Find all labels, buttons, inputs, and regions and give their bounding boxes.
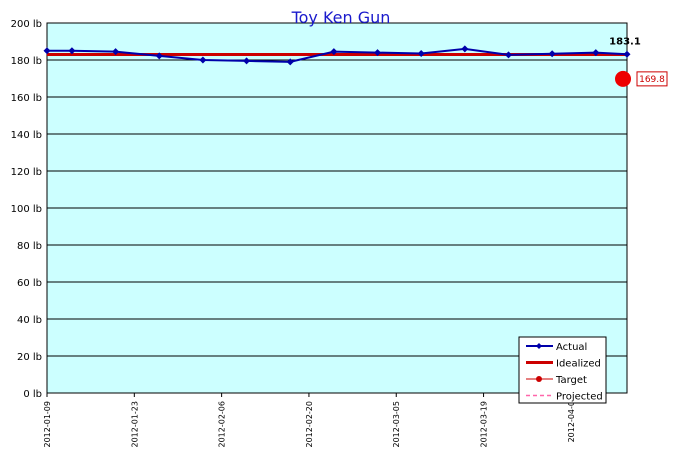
y-tick-label: 60 lb — [17, 278, 42, 289]
legend-label-actual: Actual — [556, 342, 587, 353]
current-weight-label: 183.1 — [609, 36, 641, 47]
actual-point — [374, 49, 382, 57]
y-tick-label: 160 lb — [11, 93, 42, 104]
actual-point — [43, 47, 51, 55]
legend-label-idealized: Idealized — [556, 359, 601, 370]
actual-point — [286, 58, 294, 66]
actual-point — [243, 57, 251, 65]
x-tick-label: 2012-02-06 — [218, 401, 227, 448]
target-value-box — [636, 71, 668, 87]
actual-point — [330, 48, 338, 56]
actual-point — [68, 47, 76, 55]
x-axis-ticks: 2012-01-09 2012-01-23 2012-02-06 2012-02-20… — [43, 393, 576, 448]
y-axis-ticks: 0 lb 20 lb 40 lb 60 lb 80 lb 100 lb 120 lb 140 … — [11, 19, 42, 400]
actual-point — [112, 48, 120, 56]
x-tick-label: 2012-03-05 — [392, 401, 401, 448]
target-point — [615, 70, 631, 87]
actual-point — [548, 50, 556, 58]
target-value-label: 169.8 — [639, 75, 665, 85]
y-tick-label: 20 lb — [17, 352, 42, 363]
actual-point — [505, 51, 513, 59]
y-tick-label: 140 lb — [11, 130, 42, 141]
legend-target-marker — [536, 376, 542, 382]
y-tick-label: 40 lb — [17, 315, 42, 326]
legend-box — [518, 336, 607, 404]
plot-frame — [46, 22, 628, 394]
actual-point — [417, 50, 425, 58]
legend: Actual Idealized Target Projected — [518, 336, 607, 404]
y-tick-label: 200 lb — [11, 19, 42, 30]
y-tick-label: 80 lb — [17, 241, 42, 252]
x-tick-label: 2012-01-23 — [130, 401, 139, 448]
y-tick-label: 180 lb — [11, 56, 42, 67]
actual-point — [623, 50, 631, 58]
x-tick-label: 2012-01-09 — [43, 401, 52, 448]
x-tick-label: 2012-04-0 — [567, 401, 576, 442]
x-tick-label: 2012-02-20 — [305, 401, 314, 448]
x-tick-label: 2012-03-19 — [480, 401, 489, 448]
legend-label-target: Target — [555, 375, 587, 386]
actual-point — [199, 56, 207, 64]
actual-point — [592, 49, 600, 57]
y-tick-label: 0 lb — [23, 389, 42, 400]
actual-point — [461, 45, 469, 53]
y-tick-label: 120 lb — [11, 167, 42, 178]
legend-actual-marker — [536, 343, 542, 349]
chart-title: Toy Ken Gun — [291, 8, 391, 27]
series-layer: 183.1 169.8 — [43, 36, 668, 87]
y-tick-label: 100 lb — [11, 204, 42, 215]
legend-label-projected: Projected — [556, 392, 603, 403]
actual-point — [155, 52, 163, 60]
